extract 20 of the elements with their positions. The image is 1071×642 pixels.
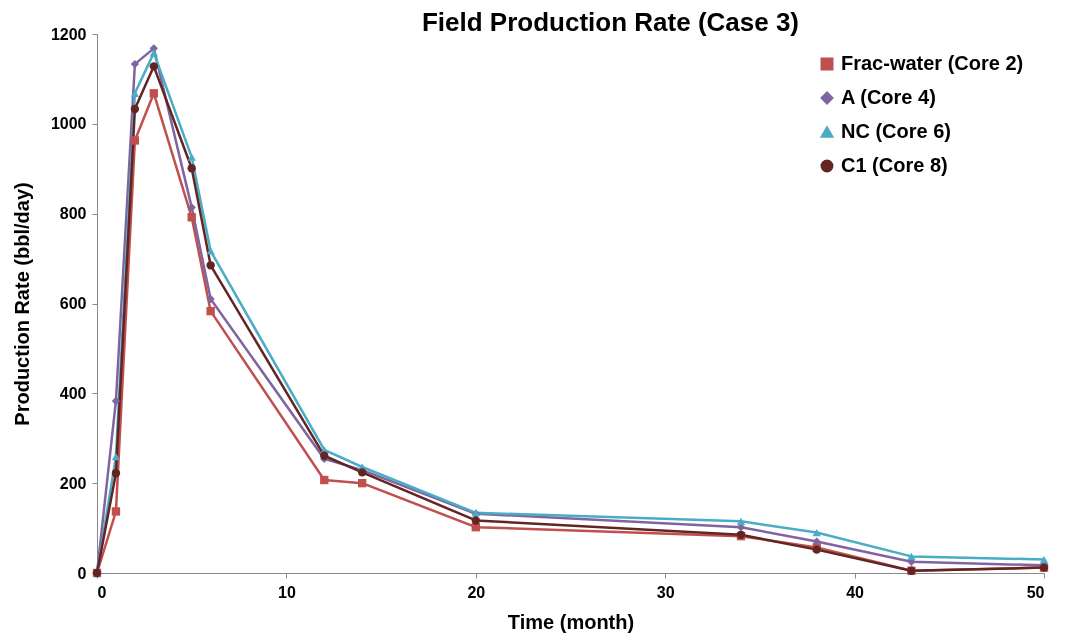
y-tick-label: 600 — [59, 295, 87, 312]
y-tick-label: 1200 — [50, 25, 87, 43]
y-tick-label: 200 — [59, 474, 87, 492]
y-axis-title: Production Rate (bbl/day) — [10, 182, 33, 426]
chart-title: Field Production Rate (Case 3) — [421, 7, 800, 37]
y-tick-label: 1000 — [50, 115, 87, 133]
x-tick-label: 50 — [1026, 583, 1045, 601]
legend-label: A (Core 4) — [841, 86, 936, 108]
x-tick-label: 40 — [846, 583, 865, 601]
x-tick-label: 10 — [278, 583, 296, 601]
x-tick-label: 30 — [656, 583, 675, 601]
y-tick-label: 0 — [77, 564, 87, 582]
x-tick-label: 0 — [97, 583, 107, 601]
y-tick-label: 800 — [59, 205, 87, 223]
x-axis-title: Time (month) — [507, 610, 635, 633]
legend-label: NC (Core 6) — [841, 120, 952, 142]
legend-label: C1 (Core 8) — [841, 154, 948, 176]
x-tick-label: 20 — [467, 583, 486, 601]
y-tick-label: 400 — [59, 384, 87, 402]
legend-label: Frac-water (Core 2) — [841, 52, 1024, 74]
